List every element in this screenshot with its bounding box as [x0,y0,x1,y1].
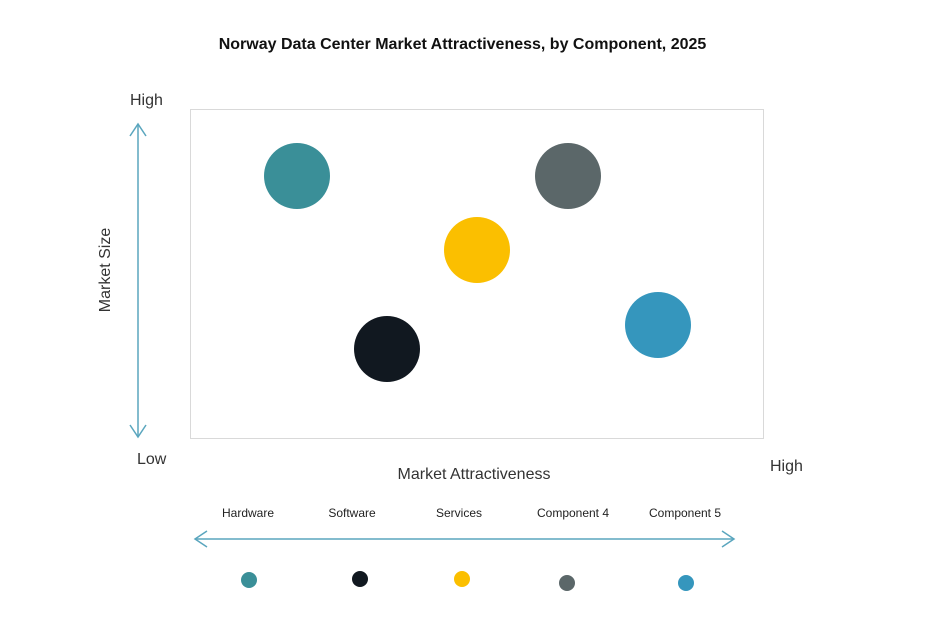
legend-dot-services [454,571,470,587]
plot-area [190,109,764,439]
bubble-component-4 [535,143,601,209]
bubble-services [444,217,510,283]
low-label: Low [137,451,167,468]
legend-dot-component-5 [678,575,694,591]
x-axis-label: Market Attractiveness [397,466,551,483]
bubble-component-5 [625,292,691,358]
legend-label-services: Services [435,506,483,520]
legend-dot-software [352,571,368,587]
legend-label-component-4: Component 4 [536,506,610,520]
x-high-label: High [770,458,803,475]
legend-dot-hardware [241,572,257,588]
legend-dot-component-4 [559,575,575,591]
bubble-hardware [264,143,330,209]
legend-label-component-5: Component 5 [648,506,722,520]
legend-label-hardware: Hardware [221,506,275,520]
legend-label-software: Software [328,506,376,520]
y-high-label: High [130,92,163,109]
chart-title: Norway Data Center Market Attractiveness… [218,36,707,53]
bubble-software [354,316,420,382]
